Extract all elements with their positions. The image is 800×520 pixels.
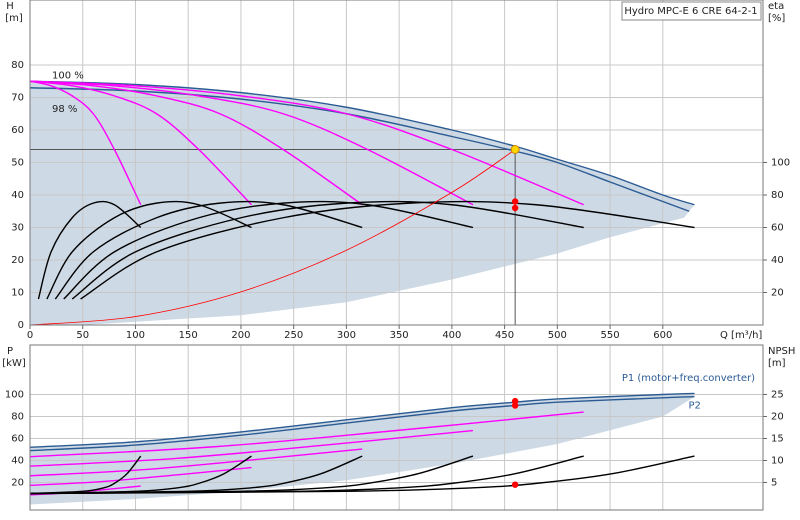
- x-tick-label: 400: [442, 330, 461, 341]
- duty-point: [510, 145, 520, 154]
- operating-range: [30, 393, 695, 505]
- curve: [29, 80, 252, 206]
- y2-axis-unit: [%]: [768, 13, 785, 24]
- x-tick-label: 0: [27, 330, 33, 341]
- operating-marker: [511, 204, 519, 212]
- operating-range: [30, 81, 695, 325]
- curve: [29, 455, 695, 495]
- x-tick-label: 550: [601, 330, 620, 341]
- y-tick-label: 60: [11, 125, 24, 136]
- curve: [71, 200, 584, 300]
- y2-axis-unit: [m]: [768, 358, 786, 369]
- y-axis-label: P: [7, 346, 13, 357]
- curve: [29, 396, 695, 452]
- curve: [29, 80, 363, 206]
- y2-tick-label: 10: [771, 456, 784, 467]
- x-tick-label: 50: [76, 330, 89, 341]
- curve: [29, 392, 695, 448]
- curve: [29, 448, 363, 477]
- curve: [29, 429, 474, 467]
- y-tick-label: 20: [11, 255, 24, 266]
- curve: [29, 80, 474, 206]
- x-axis-label: Q [m³/h]: [720, 330, 762, 341]
- x-tick-label: 350: [390, 330, 409, 341]
- x-tick-label: 450: [495, 330, 514, 341]
- y-tick-label: 0: [18, 320, 24, 331]
- y2-tick-label: 20: [771, 412, 784, 423]
- y2-tick-label: 5: [771, 478, 777, 489]
- plot-frame: [29, 344, 764, 511]
- x-tick-label: 100: [126, 330, 145, 341]
- operating-marker: [511, 397, 519, 405]
- curve: [29, 411, 584, 458]
- curve-label: 98 %: [52, 104, 77, 115]
- x-tick-label: 250: [284, 330, 303, 341]
- x-tick-label: 150: [179, 330, 198, 341]
- chart-title: Hydro MPC-E 6 CRE 64-2-1: [624, 6, 757, 17]
- curve: [29, 80, 695, 206]
- operating-marker: [511, 402, 519, 409]
- y2-axis-label: eta: [768, 1, 784, 12]
- plot-frame: [29, 0, 764, 326]
- y-tick-label: 50: [11, 158, 24, 169]
- y-tick-label: 70: [11, 93, 24, 104]
- y-tick-label: 100: [5, 390, 24, 401]
- x-tick-label: 600: [653, 330, 672, 341]
- y-tick-label: 10: [11, 288, 24, 299]
- y-tick-label: 80: [11, 60, 24, 71]
- y2-tick-label: 80: [771, 190, 784, 201]
- y-tick-label: 60: [11, 434, 24, 445]
- y2-tick-label: 25: [771, 390, 784, 401]
- y-tick-label: 40: [11, 456, 24, 467]
- curve: [29, 80, 142, 206]
- y-tick-label: 80: [11, 412, 24, 423]
- x-tick-label: 500: [548, 330, 567, 341]
- title-box: [621, 1, 762, 21]
- y-tick-label: 30: [11, 223, 24, 234]
- curve: [54, 200, 363, 300]
- curve-label: 100 %: [52, 70, 84, 81]
- curve: [29, 87, 690, 212]
- curve: [63, 200, 474, 300]
- y-tick-label: 40: [11, 190, 24, 201]
- y-tick-label: 20: [11, 478, 24, 489]
- y2-tick-label: 20: [771, 288, 784, 299]
- y-axis-unit: [kW]: [2, 358, 26, 369]
- y-axis-label: H: [6, 1, 14, 12]
- x-tick-label: 200: [231, 330, 250, 341]
- operating-marker: [511, 198, 519, 205]
- x-tick-label: 300: [337, 330, 356, 341]
- curve: [37, 200, 142, 300]
- curve-label: P1 (motor+freq.converter): [622, 373, 755, 384]
- curve: [29, 149, 516, 326]
- y2-tick-label: 100: [771, 158, 790, 169]
- curve: [46, 200, 252, 300]
- y-axis-unit: [m]: [5, 13, 23, 24]
- curve: [29, 80, 584, 206]
- y2-tick-label: 40: [771, 255, 784, 266]
- curve: [29, 455, 142, 495]
- y2-axis-label: NPSH: [768, 346, 795, 357]
- y2-tick-label: 15: [771, 434, 784, 445]
- curve: [29, 466, 252, 487]
- y2-tick-label: 60: [771, 223, 784, 234]
- curve: [80, 200, 695, 300]
- operating-marker: [511, 481, 519, 488]
- curve-label: P2: [688, 401, 700, 412]
